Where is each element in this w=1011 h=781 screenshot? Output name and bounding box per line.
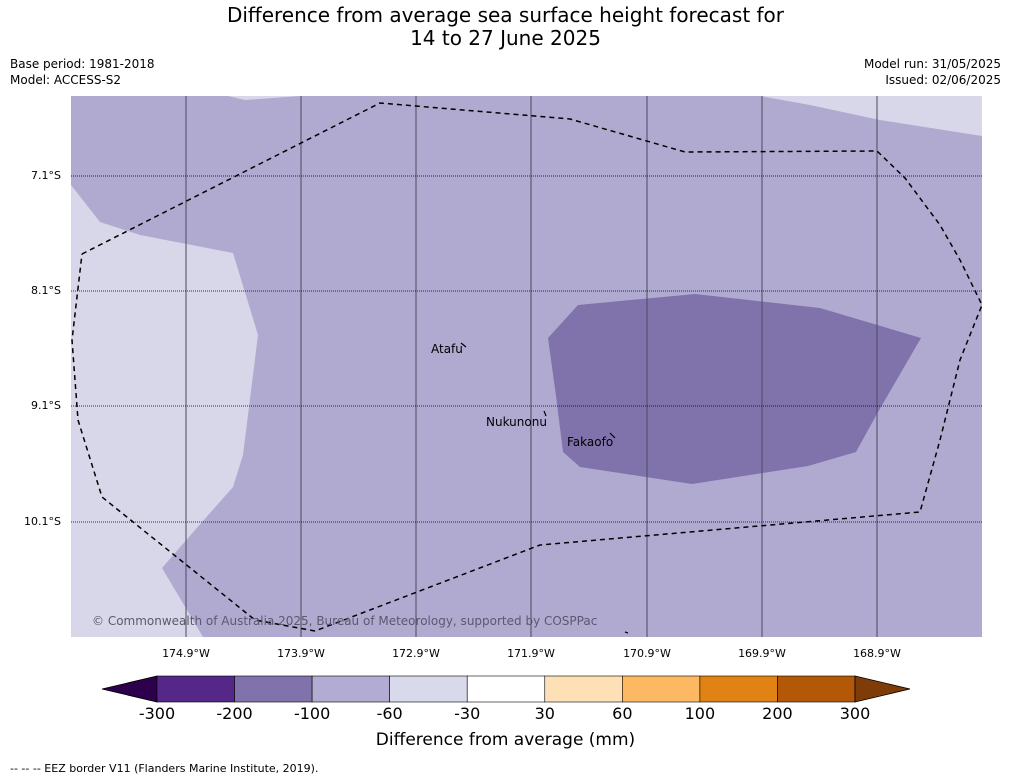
fakaofo-atoll: [609, 432, 616, 439]
title-line-2: 14 to 27 June 2025: [410, 26, 601, 50]
small-islet: [624, 631, 629, 634]
lat-label-3: 9.1°S: [31, 399, 61, 412]
colorbar-segment: [156, 675, 235, 703]
colorbar-tick-label: 30: [534, 704, 555, 723]
atafu-atoll: [460, 342, 467, 348]
lon-label-3: 172.9°W: [392, 647, 440, 660]
colorbar-tick-label: 200: [762, 704, 793, 723]
colorbar-tick-label: 60: [612, 704, 633, 723]
lat-label-4: 10.1°S: [24, 515, 61, 528]
colorbar-segment: [466, 675, 546, 703]
map-region-minus30-60-north: [228, 96, 300, 100]
meridian-lines: [185, 96, 878, 637]
lon-label-4: 171.9°W: [507, 647, 555, 660]
base-period: Base period: 1981-2018: [10, 57, 155, 71]
run-info: Model run: 31/05/2025 Issued: 02/06/2025: [864, 56, 1001, 88]
colorbar-segment: [389, 675, 468, 703]
colorbar-segment: [234, 675, 313, 703]
lat-label-2: 8.1°S: [31, 284, 61, 297]
colorbar-extend-high: [854, 675, 911, 703]
colorbar-segment: [699, 675, 778, 703]
colorbar-segment: [311, 675, 390, 703]
colorbar-tick-label: -300: [138, 704, 176, 723]
model-run: Model run: 31/05/2025: [863, 57, 1001, 71]
lon-label-6: 169.9°W: [738, 647, 786, 660]
chart-title: Difference from average sea surface heig…: [0, 4, 1011, 50]
model-info: Base period: 1981-2018 Model: ACCESS-S2: [10, 56, 155, 88]
colorbar-segment: [777, 675, 856, 703]
copyright-notice: © Commonwealth of Australia 2025, Bureau…: [92, 614, 598, 628]
colorbar-label: Difference from average (mm): [375, 730, 636, 750]
lat-label-1: 7.1°S: [31, 169, 61, 182]
colorbar-segments: [156, 675, 856, 703]
model-name: Model: ACCESS-S2: [10, 73, 122, 87]
map-region-minus100-200: [548, 294, 921, 484]
colorbar-tick-label: 300: [839, 704, 871, 723]
colorbar-tick-label: -200: [216, 704, 253, 723]
title-line-1: Difference from average sea surface heig…: [226, 3, 785, 27]
issued-date: Issued: 02/06/2025: [885, 73, 1001, 87]
colorbar-tick-label: 100: [684, 704, 716, 723]
nukunonu-atoll: [543, 410, 547, 417]
lon-label-7: 168.9°W: [853, 647, 901, 660]
eez-legend-note: -- -- -- EEZ border V11 (Flanders Marine…: [10, 762, 319, 775]
lon-label-1: 174.9°W: [162, 647, 210, 660]
colorbar-segment: [544, 675, 623, 703]
place-nukunonu: Nukunonu: [486, 415, 547, 429]
place-fakaofo: Fakaofo: [567, 435, 614, 449]
place-atafu: Atafu: [431, 342, 463, 356]
eez-border: [71, 102, 982, 632]
colorbar-segment: [622, 675, 701, 703]
colorbar-tick-label: -30: [454, 704, 481, 723]
lon-label-2: 173.9°W: [277, 647, 325, 660]
lon-label-5: 170.9°W: [623, 647, 671, 660]
map-region-minus30-60-northeast: [760, 96, 982, 136]
atoll-shapes: [460, 342, 629, 634]
colorbar-tick-label: -100: [293, 704, 331, 723]
colorbar-tick-label: -60: [376, 704, 403, 723]
map-region-minus30-60-west: [71, 185, 258, 637]
colorbar-extend-low: [101, 675, 158, 703]
